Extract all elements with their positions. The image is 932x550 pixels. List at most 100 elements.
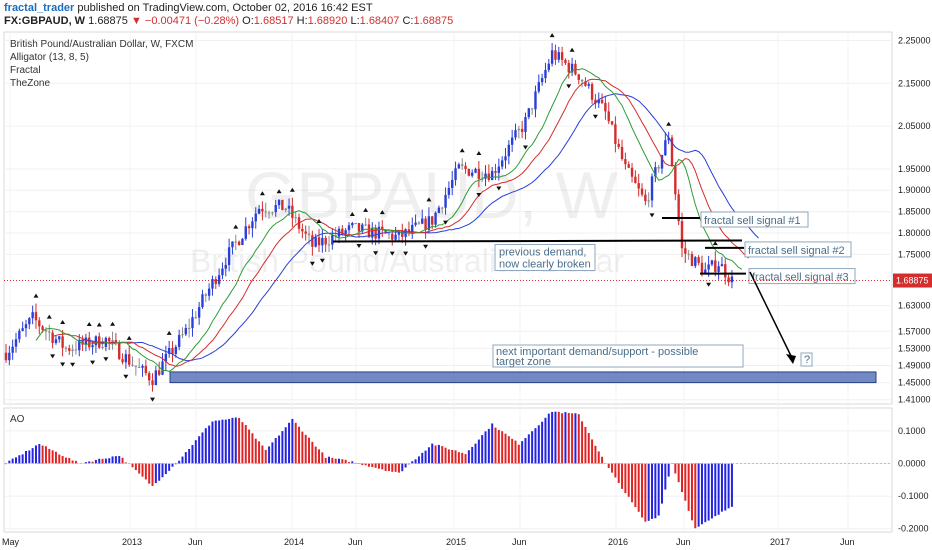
price-tick-label: 1.85000 [898, 207, 931, 217]
candle-body [264, 211, 267, 213]
ao-tick-label: -0.2000 [898, 524, 929, 534]
fractal-down-marker [496, 186, 502, 191]
candle-body [580, 79, 584, 82]
candle-body [8, 352, 11, 361]
candle-body [607, 111, 610, 122]
question-box [800, 352, 813, 367]
candle-body [421, 218, 424, 224]
alligator-lines [35, 68, 759, 372]
candle-body [41, 326, 44, 330]
candle-body [624, 159, 627, 165]
target-arrow-head [786, 354, 796, 364]
candle-body [697, 257, 700, 263]
candle-body [124, 354, 128, 363]
candle-body [687, 253, 690, 255]
fractal-down-marker [50, 354, 56, 359]
candle-body [500, 160, 504, 167]
fractal-up-marker [549, 33, 555, 38]
candle-body [441, 207, 444, 209]
candle-body [427, 216, 431, 230]
candle-body [344, 230, 347, 234]
ohlc-header: FX:GBPAUD, W 1.68875 ▼ −0.00471 (−0.28%)… [4, 15, 453, 27]
candle-body [650, 176, 654, 201]
price-tick-label: 1.95000 [898, 164, 931, 174]
candle-body [371, 227, 374, 238]
target-zone-label-line2: target zone [496, 356, 551, 368]
candle-body [138, 366, 141, 368]
candle-body [244, 226, 247, 239]
candle-body [364, 224, 367, 226]
candle-body [381, 226, 384, 231]
author-link[interactable]: fractal_trader [4, 2, 75, 14]
candle-body [377, 226, 381, 239]
candle-body [417, 222, 421, 224]
candle-body [391, 233, 394, 240]
candle-body [314, 237, 317, 247]
candle-body [424, 218, 427, 230]
publish-header: fractal_trader published on TradingView.… [4, 2, 373, 14]
candle-body [560, 52, 564, 60]
candle-body [540, 78, 544, 83]
candle-body [534, 91, 537, 110]
candle-body [660, 155, 664, 169]
candle-body [51, 332, 54, 344]
candle-body [294, 217, 297, 219]
candle-body [277, 199, 281, 206]
candle-body [537, 82, 540, 92]
candle-body [134, 365, 138, 367]
low-value: 1.68407 [359, 15, 400, 27]
candle-body [464, 165, 467, 170]
previous-demand-label-box [494, 244, 596, 272]
candle-body [610, 121, 614, 125]
fractal-down-marker [90, 360, 96, 365]
candle-body [121, 359, 124, 363]
candle-body [354, 223, 357, 225]
candle-body [154, 370, 158, 386]
time-tick-label: 2017 [770, 537, 790, 547]
candle-body [494, 170, 497, 173]
fractal-down-marker [103, 357, 109, 362]
target-zone-box [169, 371, 877, 384]
fractal-up-marker [110, 321, 116, 326]
candle-body [214, 279, 217, 284]
candle-body [34, 312, 38, 321]
fractal-down-marker [649, 213, 655, 218]
price-tick-label: 1.53000 [898, 343, 931, 353]
fractal-down-marker [592, 114, 598, 119]
time-tick-label: Jun [348, 537, 363, 547]
candle-body [147, 373, 151, 381]
signal1-label: fractal sell signal #1 [704, 215, 801, 227]
fractal-down-marker [356, 243, 362, 248]
candle-body [114, 340, 118, 343]
candle-body [88, 337, 91, 348]
fractal-up-marker [96, 322, 102, 327]
candle-body [647, 200, 650, 202]
time-tick-label: Jun [188, 537, 203, 547]
fractal-up-marker [33, 293, 39, 298]
candle-body [700, 262, 704, 274]
candle-body [564, 59, 567, 64]
candle-body [157, 370, 161, 375]
candle-body [604, 102, 607, 112]
signal1-label-box [700, 211, 809, 228]
alligator-lips-line [35, 68, 743, 372]
current-price-badge-text: 1.68875 [896, 276, 929, 286]
candle-body [474, 168, 477, 173]
candle-body [600, 99, 604, 103]
candle-body [664, 140, 667, 156]
candle-body [287, 205, 291, 209]
candle-body [497, 166, 501, 173]
price-tick-label: 2.15000 [898, 78, 931, 88]
target-zone-label-box [492, 344, 744, 368]
candle-body [257, 208, 261, 214]
fractal-down-marker [373, 251, 379, 256]
low-label: L: [350, 15, 360, 27]
candle-body [304, 231, 307, 234]
candle-body [68, 348, 71, 351]
candle-body [307, 233, 311, 236]
candle-body [351, 223, 354, 226]
candle-body [727, 277, 730, 283]
time-tick-label: 2013 [122, 537, 142, 547]
candle-body [177, 334, 181, 347]
